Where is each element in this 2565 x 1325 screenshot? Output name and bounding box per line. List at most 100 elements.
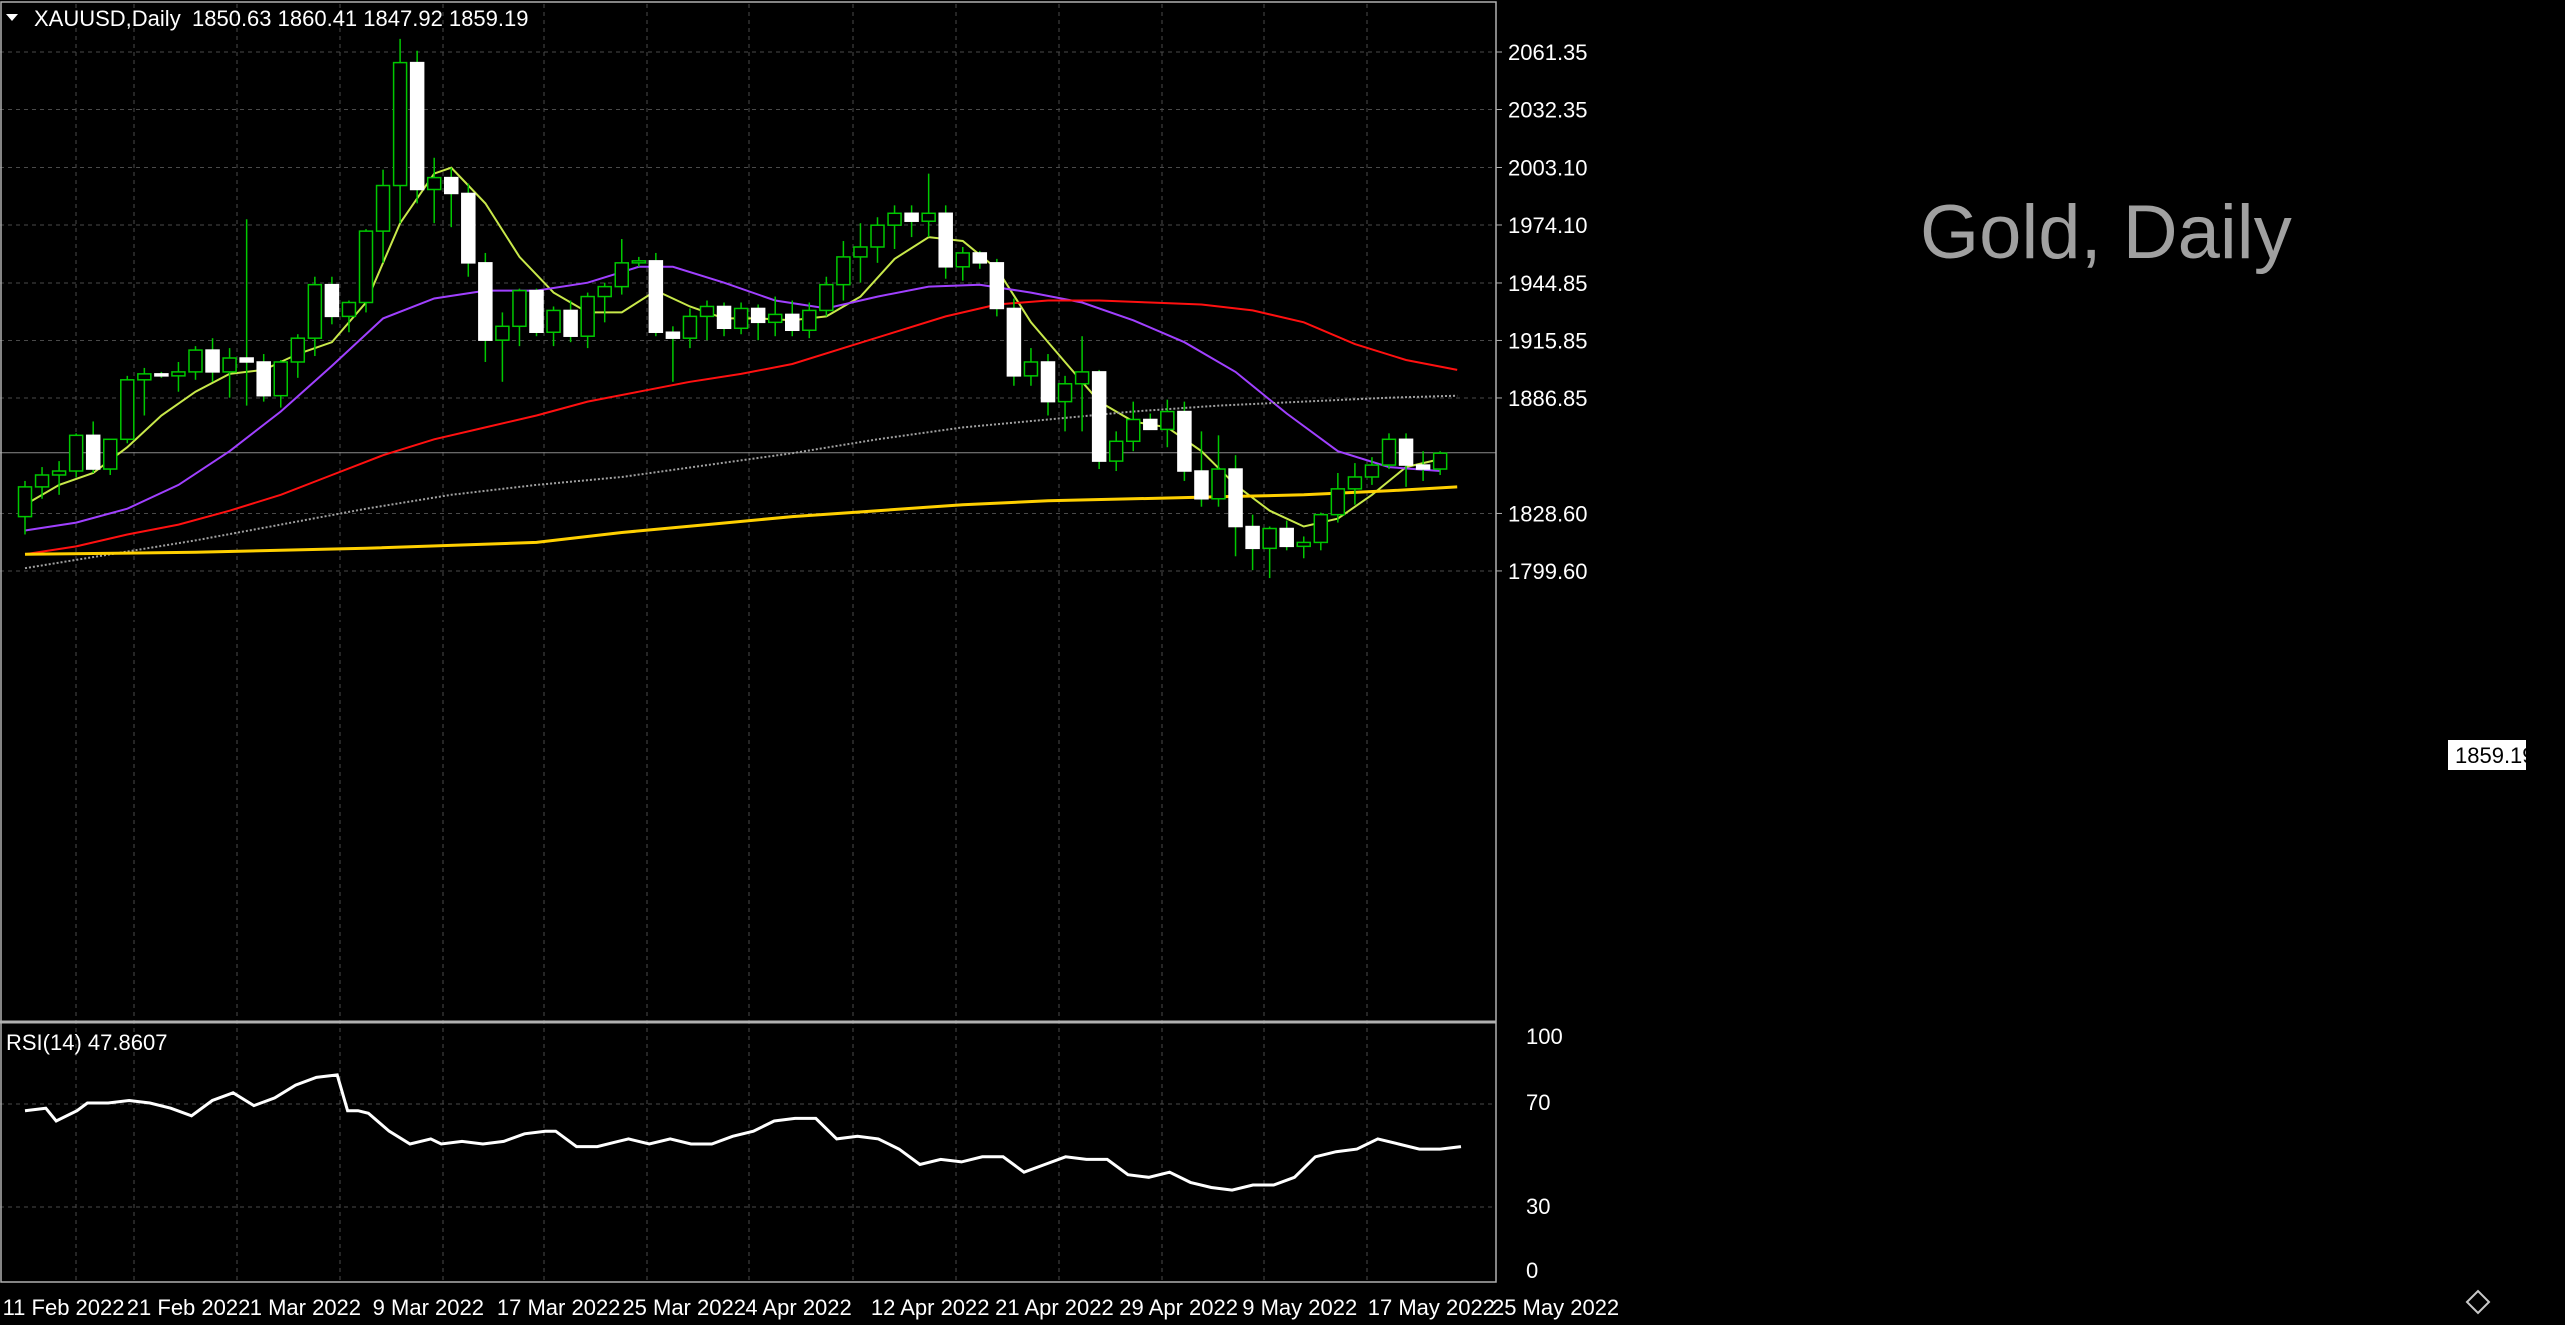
candle-body (154, 373, 169, 377)
diamond-icon (2465, 1289, 2491, 1315)
candle-body (614, 262, 629, 288)
candle-body (68, 434, 84, 472)
price-tick-label: 1828.60 (1508, 501, 1588, 526)
rsi-tick-label: 100 (1526, 1024, 1563, 1049)
candle-body (171, 371, 186, 377)
candle-body (1006, 307, 1022, 377)
candle-body (853, 246, 868, 258)
candles (17, 38, 1448, 579)
time-tick-label: 29 Apr 2022 (1119, 1295, 1238, 1320)
candle-body (341, 301, 357, 318)
candle-body (904, 212, 919, 222)
candle-body (546, 309, 561, 333)
candle-body (409, 61, 425, 191)
time-axis: 11 Feb 2022 21 Feb 2022 1 Mar 2022 9 Mar 20… (3, 1295, 1620, 1320)
candle-body (1143, 418, 1158, 431)
rsi-panel (24, 1073, 1462, 1192)
price-tick-label: 1915.85 (1508, 328, 1588, 353)
candle-body (103, 438, 118, 470)
chart-frame (0, 1, 1502, 1283)
moving-average-line (24, 394, 1458, 570)
chart-watermark: Gold, Daily (1920, 190, 2292, 275)
time-tick-label: 9 May 2022 (1242, 1295, 1357, 1320)
candle-body (1126, 418, 1141, 443)
candle-body (529, 289, 544, 333)
grid-lines (0, 4, 1496, 1282)
candle-body (887, 212, 902, 226)
time-tick-label: 25 Mar 2022 (622, 1295, 746, 1320)
price-tick-label: 1886.85 (1508, 386, 1588, 411)
candle-body (324, 283, 340, 318)
candle-body (597, 285, 612, 298)
candle-body (17, 486, 33, 518)
candle-body (836, 256, 851, 286)
candle-body (1347, 476, 1363, 490)
price-axis: 2061.35 2032.35 2003.10 1974.10 1944.85 1915.… (1508, 40, 1588, 584)
candle-body (222, 357, 237, 373)
candle-body (273, 361, 288, 397)
candle-body (205, 349, 220, 373)
ohlc-values: 1850.63 1860.41 1847.92 1859.19 (192, 6, 528, 31)
candle-body (1023, 361, 1039, 377)
candle-body (1057, 383, 1073, 403)
candle-body (137, 373, 152, 381)
candle-body (1108, 440, 1124, 462)
price-tick-label: 2061.35 (1508, 40, 1588, 65)
candle-body (1364, 464, 1380, 478)
candle-body (648, 260, 664, 333)
time-tick-label: 4 Apr 2022 (745, 1295, 851, 1320)
time-tick-label: 12 Apr 2022 (871, 1295, 990, 1320)
candle-body (1330, 488, 1346, 516)
candle-body (819, 283, 834, 312)
candle-body (1160, 410, 1175, 431)
candle-body (1194, 470, 1209, 500)
collapse-triangle-icon[interactable] (6, 14, 18, 21)
price-tick-label: 1944.85 (1508, 271, 1588, 296)
candle-body (716, 305, 732, 330)
candle-body (1415, 464, 1431, 470)
candle-body (426, 176, 442, 191)
candle-body (1228, 468, 1243, 528)
candle-body (239, 357, 254, 363)
candle-body (290, 337, 306, 363)
candle-body (444, 176, 459, 195)
moving-average-line (24, 299, 1458, 556)
time-tick-label: 17 May 2022 (1368, 1295, 1495, 1320)
candle-body (51, 470, 67, 476)
candle-body (358, 230, 374, 304)
rsi-label: RSI(14) 47.8607 (6, 1030, 167, 1055)
candle-body (307, 283, 323, 339)
rsi-axis: 100 70 30 0 (1526, 1024, 1563, 1283)
candle-body (631, 260, 647, 264)
candle-body (85, 434, 101, 470)
rsi-tick-label: 30 (1526, 1194, 1550, 1219)
candle-body (1313, 513, 1329, 544)
candle-body (665, 331, 681, 339)
time-tick-label: 25 May 2022 (1492, 1295, 1619, 1320)
time-tick-label: 21 Apr 2022 (995, 1295, 1114, 1320)
candle-body (256, 361, 271, 397)
candle-body (512, 289, 527, 328)
candle-body (478, 262, 493, 341)
candle-body (461, 192, 476, 264)
candle-body (1262, 527, 1277, 550)
plot-border (0, 1, 1497, 1283)
candle-body (392, 61, 408, 187)
candle-body (870, 224, 885, 248)
rsi-line (24, 1073, 1462, 1192)
candle-body (1040, 361, 1056, 403)
price-tick-label: 2032.35 (1508, 97, 1588, 122)
candle-body (1381, 438, 1397, 466)
candle-body (921, 212, 936, 222)
candle-body (1279, 527, 1294, 548)
moving-average-line (24, 265, 1441, 532)
time-tick-label: 17 Mar 2022 (497, 1295, 621, 1320)
candle-body (188, 349, 203, 373)
current-price-label: 1859.19 (2455, 743, 2535, 768)
rsi-tick-label: 0 (1526, 1258, 1538, 1283)
candle-body (767, 313, 783, 324)
rsi-tick-label: 70 (1526, 1090, 1550, 1115)
candle-body (1245, 525, 1260, 550)
candle-body (1177, 410, 1192, 472)
